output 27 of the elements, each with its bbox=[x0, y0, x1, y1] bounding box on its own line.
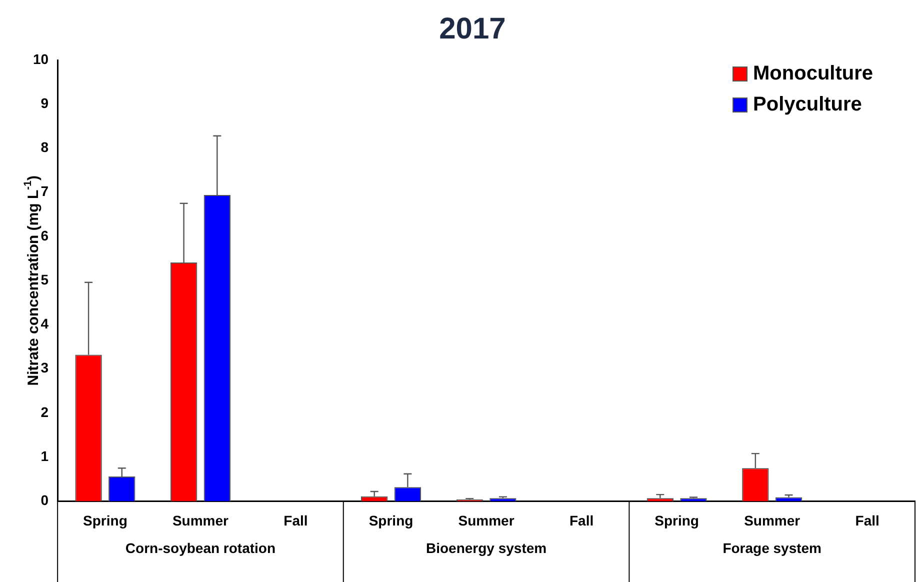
x-tick-label: Fall bbox=[284, 512, 308, 528]
x-tick-label: Fall bbox=[855, 512, 880, 528]
x-tick-label: Spring bbox=[83, 512, 128, 528]
legend-label: Monoculture bbox=[753, 62, 874, 85]
y-tick-label: 7 bbox=[40, 183, 49, 200]
text: Bioenergy system bbox=[426, 540, 547, 556]
y-tick-label: 4 bbox=[40, 316, 49, 332]
y-tick-label: 9 bbox=[40, 94, 49, 111]
chart-title: 2017 bbox=[439, 12, 506, 46]
y-tick-label: 10 bbox=[32, 50, 49, 67]
text: Corn-soybean rotation bbox=[125, 540, 276, 556]
legend-label: Polyculture bbox=[753, 94, 862, 116]
text: Forage system bbox=[722, 540, 822, 556]
x-tick-label: Spring bbox=[654, 512, 699, 528]
x-tick-label: Summer bbox=[744, 512, 801, 528]
y-tick-label: 1 bbox=[40, 448, 49, 464]
x-tick-label: Summer bbox=[458, 512, 515, 528]
y-tick-label: 8 bbox=[40, 139, 49, 156]
x-tick-label: Summer bbox=[172, 512, 230, 528]
y-tick-label: 2 bbox=[40, 404, 49, 420]
y-tick-label: 3 bbox=[40, 360, 49, 376]
y-tick-label: 0 bbox=[40, 492, 49, 508]
x-tick-label: Spring bbox=[368, 512, 414, 528]
y-tick-label: 5 bbox=[40, 271, 49, 288]
y-axis-title: Nitrate concentration (mg L-1) bbox=[22, 176, 42, 386]
y-tick-label: 6 bbox=[40, 227, 49, 244]
x-tick-label: Fall bbox=[569, 512, 594, 528]
